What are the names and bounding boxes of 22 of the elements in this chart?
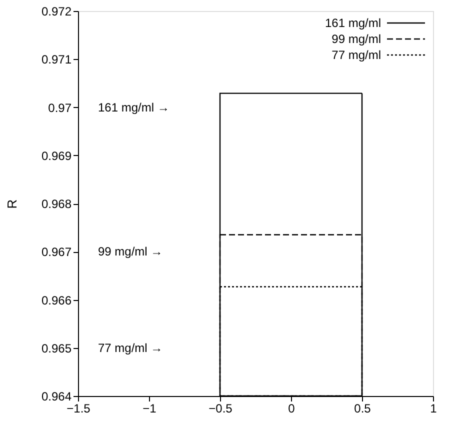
x-tick-label: 0 — [288, 402, 296, 416]
annotation: 161 mg/ml → — [98, 100, 170, 114]
legend-label: 161 mg/ml — [324, 16, 381, 30]
y-tick-label: 0.966 — [41, 293, 72, 308]
annotation: 77 mg/ml → — [98, 340, 163, 355]
legend-label: 99 mg/ml — [332, 32, 381, 46]
y-tick-label: 0.968 — [41, 197, 72, 211]
y-axis-title: R — [4, 199, 20, 209]
y-tick-label: 0.965 — [41, 341, 72, 356]
x-tick-label: 1 — [430, 402, 438, 416]
y-tick-label: 0.971 — [41, 52, 72, 67]
y-tick-label: 0.97 — [48, 100, 72, 115]
legend-label: 77 mg/ml — [332, 48, 381, 62]
x-tick-label: −1.5 — [66, 402, 91, 416]
x-tick-label: −0.5 — [208, 402, 233, 416]
x-tick-label: −1 — [142, 402, 157, 416]
y-tick-label: 0.967 — [41, 245, 72, 260]
y-tick-label: 0.972 — [41, 4, 72, 18]
x-tick-label: 0.5 — [354, 402, 372, 416]
y-tick-label: 0.969 — [41, 148, 72, 163]
y-tick-label: 0.964 — [41, 390, 72, 404]
annotation: 99 mg/ml → — [98, 244, 163, 259]
